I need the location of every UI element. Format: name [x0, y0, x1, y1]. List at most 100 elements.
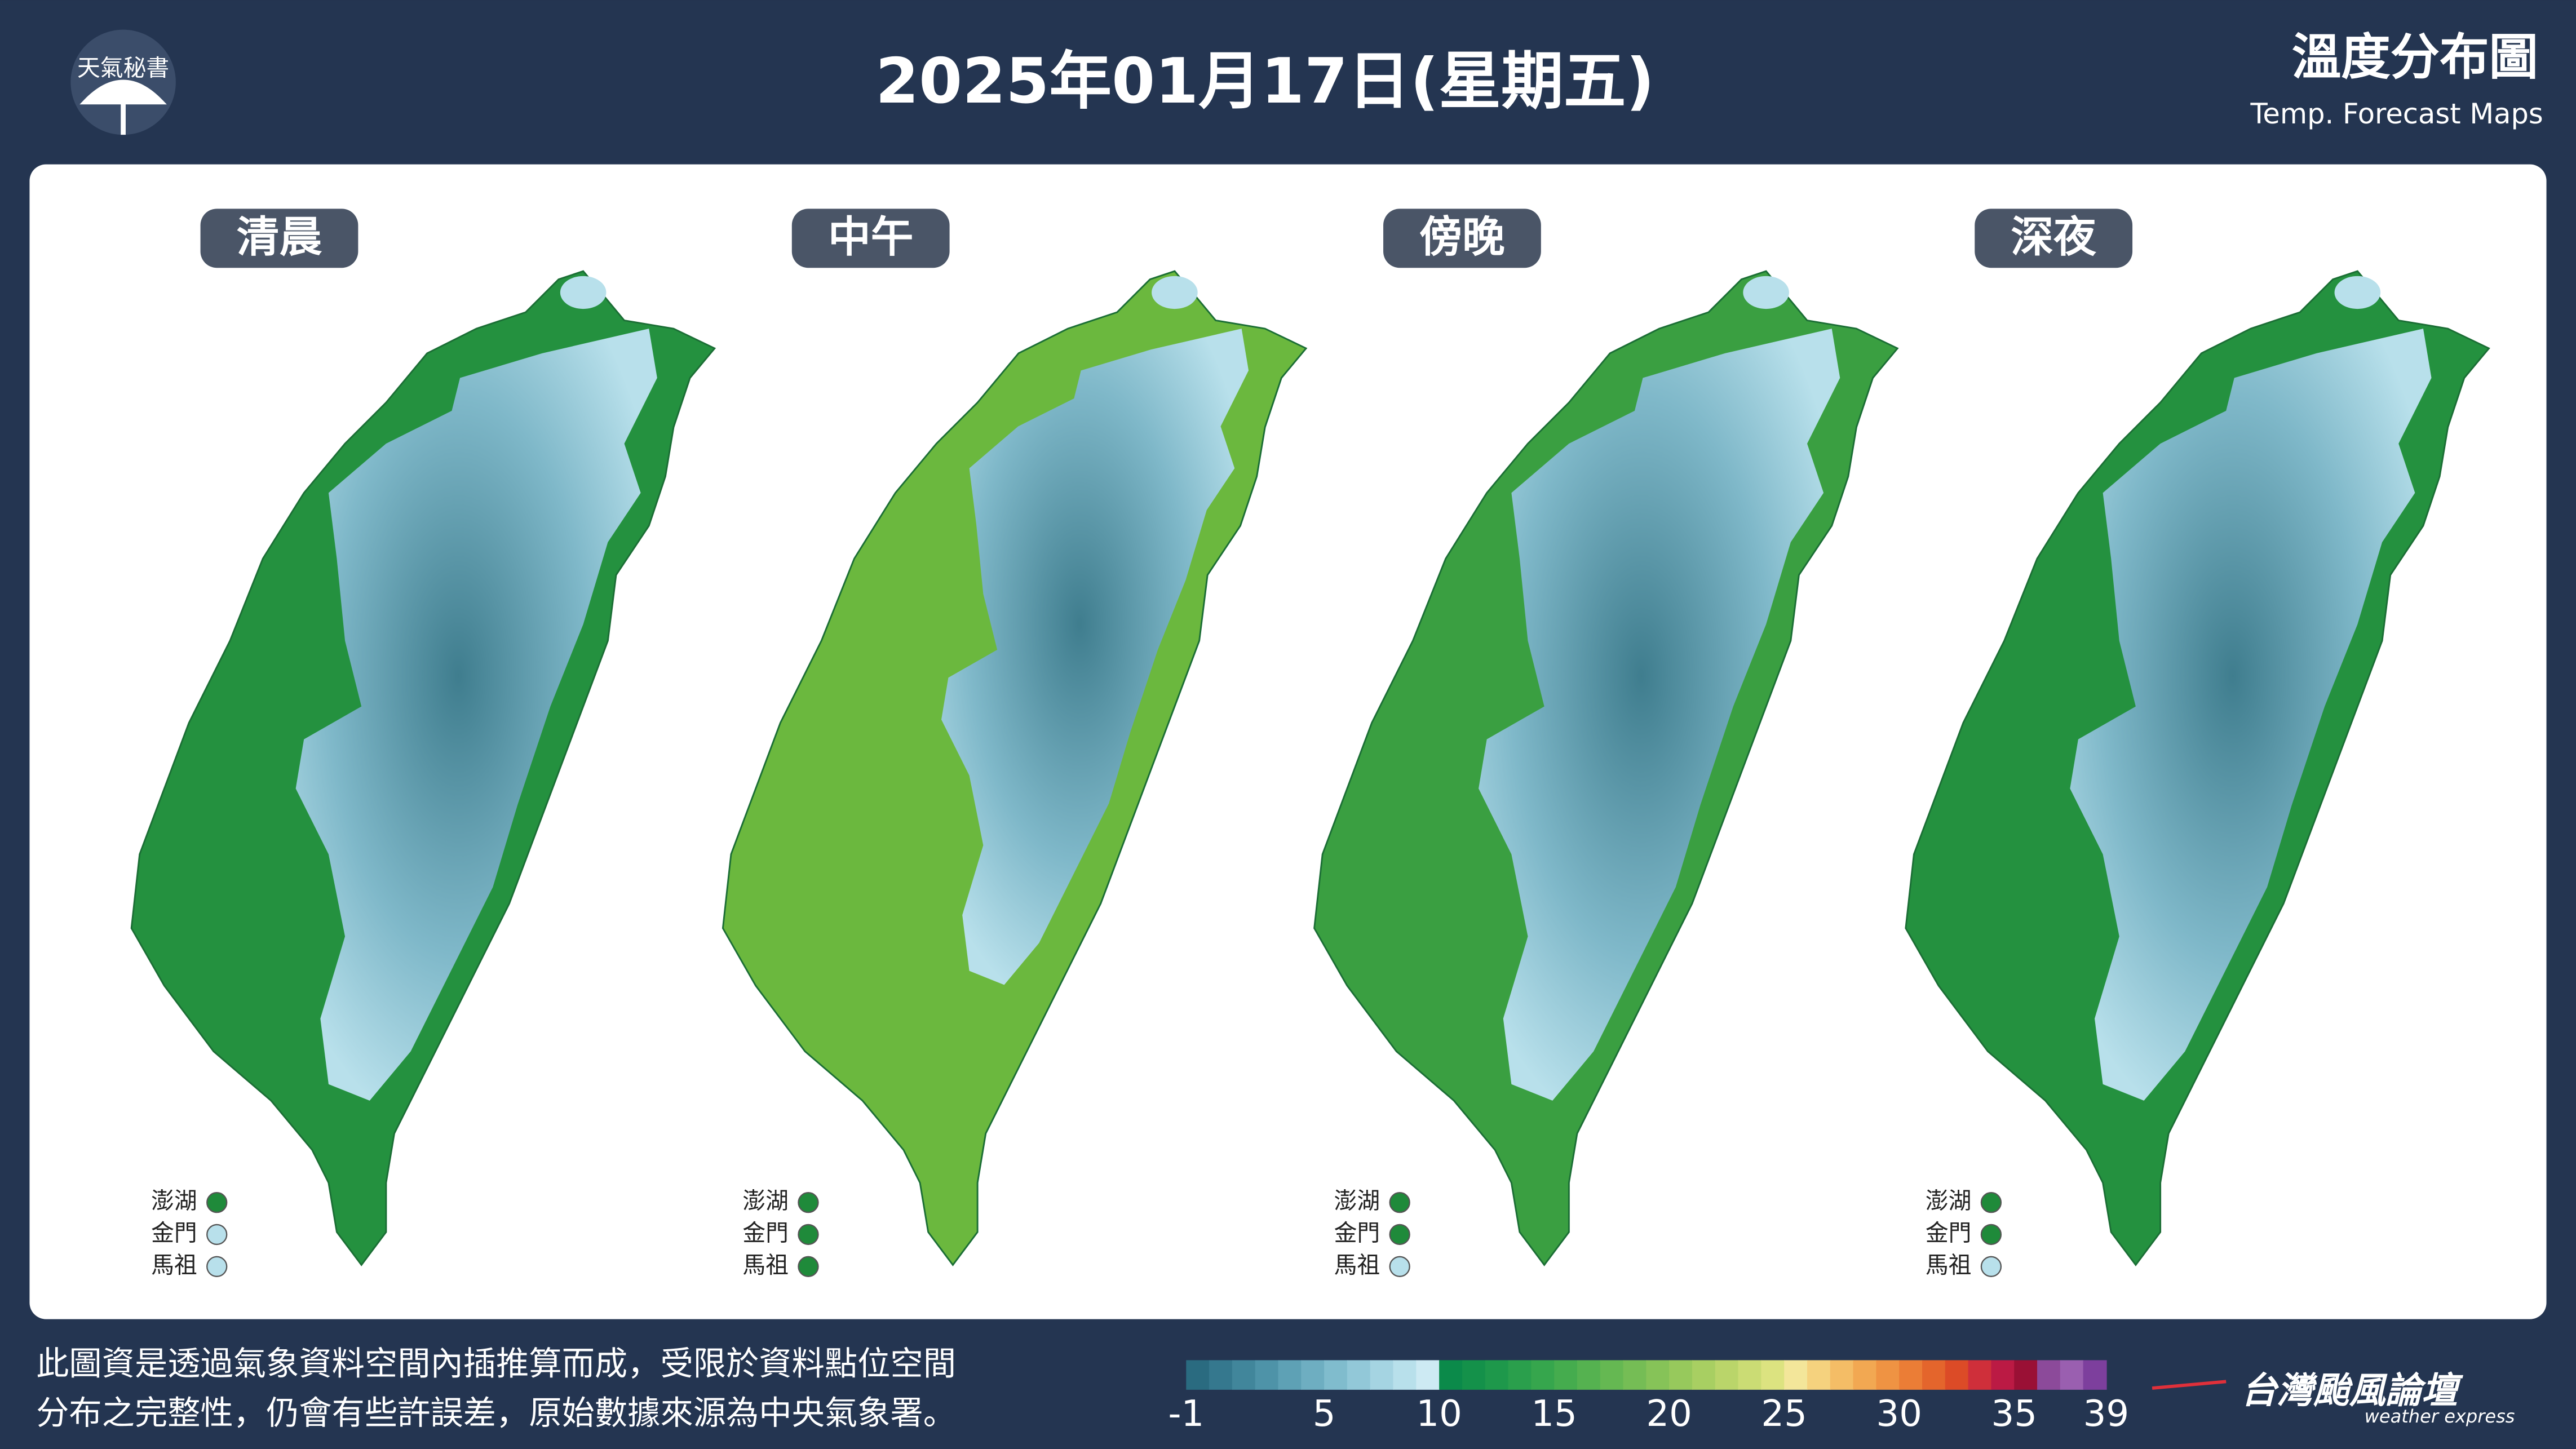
lake — [2334, 276, 2381, 309]
island-dot — [798, 1191, 819, 1213]
island-name: 馬祖 — [151, 1251, 197, 1278]
lake — [1743, 276, 1789, 309]
colorbar-bin — [1715, 1360, 1739, 1390]
colorbar-bin — [1531, 1360, 1555, 1390]
colorbar-bin — [1853, 1360, 1877, 1390]
island-dot — [1389, 1256, 1410, 1277]
colorbar-bin — [1738, 1360, 1762, 1390]
colorbar-bin — [1393, 1360, 1417, 1390]
island-dot — [1980, 1191, 2002, 1213]
colorbar-bin — [1324, 1360, 1348, 1390]
colorbar-bin — [1232, 1360, 1256, 1390]
colorbar-tick-label: 30 — [1876, 1393, 1922, 1435]
colorbar-bin — [2037, 1360, 2061, 1390]
colorbar-bin — [1968, 1360, 1992, 1390]
colorbar-bin — [1623, 1360, 1647, 1390]
colorbar-bin — [2014, 1360, 2038, 1390]
colorbar-tick-label: 15 — [1531, 1393, 1577, 1435]
product-name: 溫度分布圖 — [2292, 28, 2538, 86]
colorbar: -1 5 10 15 20 25 30 35 39 — [1168, 1360, 2129, 1435]
island-dot — [1980, 1256, 2002, 1277]
colorbar-bin — [1761, 1360, 1785, 1390]
island-name: 金門 — [151, 1219, 197, 1246]
colorbar-tick-label: 39 — [2083, 1393, 2130, 1435]
colorbar-bin — [1255, 1360, 1279, 1390]
island-name: 澎湖 — [1334, 1187, 1380, 1215]
island-dot — [206, 1191, 228, 1213]
panel-label: 深夜 — [2011, 212, 2096, 262]
brand-name: 天氣秘書 — [77, 54, 169, 81]
island-name: 澎湖 — [742, 1187, 789, 1215]
label-pill — [1383, 209, 1541, 268]
colorbar-bin — [1370, 1360, 1394, 1390]
colorbar-tick-label: 10 — [1416, 1393, 1462, 1435]
product-name-en: Temp. Forecast Maps — [2250, 98, 2543, 130]
footer-note: 此圖資是透過氣象資料空間內插推算而成，受限於資料點位空間 — [36, 1345, 956, 1383]
colorbar-bin — [1600, 1360, 1624, 1390]
colorbar-bin — [1830, 1360, 1854, 1390]
colorbar-bin — [1784, 1360, 1808, 1390]
colorbar-bin — [2060, 1360, 2084, 1390]
island-dot — [1389, 1191, 1410, 1213]
island-name: 馬祖 — [1334, 1251, 1380, 1278]
colorbar-bin — [1301, 1360, 1325, 1390]
island-name: 金門 — [742, 1219, 789, 1246]
umbrella-icon — [79, 79, 167, 135]
island-dot — [798, 1224, 819, 1246]
logo-en: weather express — [2365, 1406, 2515, 1427]
colorbar-tick-label: 20 — [1646, 1393, 1692, 1435]
island-dot — [1389, 1224, 1410, 1246]
title: 2025年01月17日(星期五) — [875, 45, 1654, 118]
label-pill — [791, 209, 950, 268]
colorbar-bin — [1945, 1360, 1969, 1390]
island-name: 金門 — [1334, 1219, 1380, 1246]
colorbar-bin — [1508, 1360, 1532, 1390]
colorbar-bin — [1899, 1360, 1923, 1390]
colorbar-bin — [1876, 1360, 1900, 1390]
colorbar-bin — [1209, 1360, 1233, 1390]
colorbar-tick-label: 35 — [1991, 1393, 2037, 1435]
panel-label: 中午 — [828, 212, 914, 262]
colorbar-bin — [1439, 1360, 1463, 1390]
colorbar-bin — [1462, 1360, 1486, 1390]
colorbar-tick-label: 5 — [1313, 1393, 1336, 1435]
island-name: 澎湖 — [151, 1187, 197, 1215]
logo: 台灣颱風論壇 — [2241, 1370, 2463, 1412]
lake — [1152, 276, 1198, 309]
footer-note: 分布之完整性，仍會有些許誤差，原始數據來源為中央氣象署。 — [36, 1394, 956, 1432]
colorbar-bin — [1991, 1360, 2015, 1390]
colorbar-bin — [1692, 1360, 1716, 1390]
island-name: 金門 — [1926, 1219, 1972, 1246]
island-dot — [798, 1256, 819, 1277]
island-dot — [1980, 1224, 2002, 1246]
lake — [560, 276, 607, 309]
label-pill — [200, 209, 358, 268]
colorbar-bin — [1807, 1360, 1831, 1390]
colorbar-bin — [1922, 1360, 1946, 1390]
colorbar-bin — [2083, 1360, 2107, 1390]
logo-line — [2152, 1380, 2227, 1390]
label-pill — [1975, 209, 2133, 268]
colorbar-tick-label: -1 — [1168, 1393, 1204, 1435]
colorbar-bin — [1554, 1360, 1578, 1390]
island-dot — [206, 1256, 228, 1277]
colorbar-bin — [1416, 1360, 1440, 1390]
island-name: 馬祖 — [742, 1251, 789, 1278]
colorbar-bin — [1485, 1360, 1509, 1390]
colorbar-bin — [1669, 1360, 1693, 1390]
colorbar-bin — [1347, 1360, 1371, 1390]
panel-label: 清晨 — [237, 212, 322, 262]
panel-label: 傍晚 — [1419, 212, 1505, 262]
colorbar-bin — [1577, 1360, 1601, 1390]
colorbar-bin — [1278, 1360, 1302, 1390]
island-dot — [206, 1224, 228, 1246]
island-name: 澎湖 — [1926, 1187, 1972, 1215]
colorbar-bin — [1186, 1360, 1210, 1390]
colorbar-tick-label: 25 — [1761, 1393, 1807, 1435]
